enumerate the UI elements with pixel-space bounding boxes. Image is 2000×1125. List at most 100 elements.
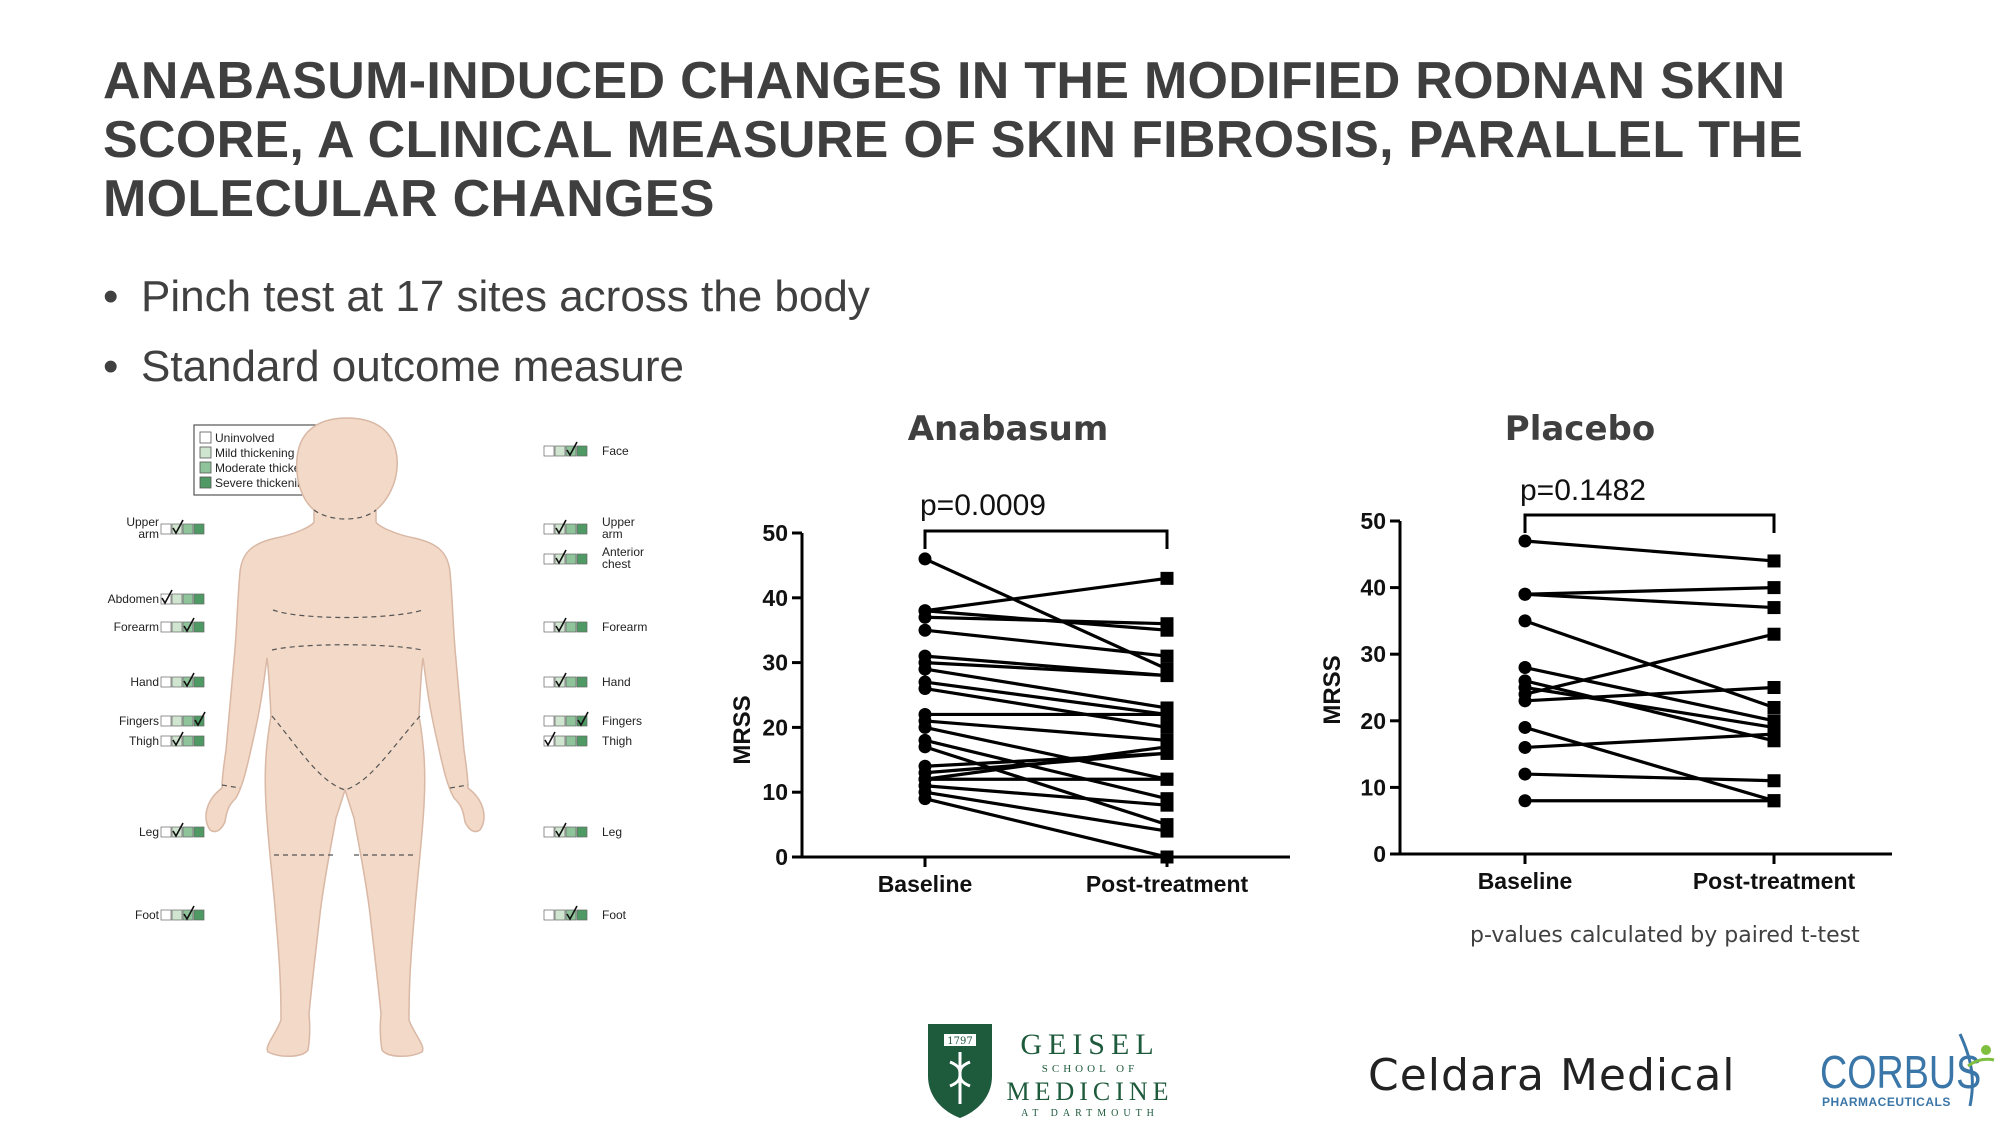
pair-line: [924, 628, 1168, 658]
significance-bracket: [1523, 513, 1776, 533]
site-label: Hand: [130, 675, 159, 689]
check-icon: [555, 617, 567, 633]
pair-line: [1524, 685, 1775, 703]
score-box: [565, 676, 577, 688]
y-tick-label: 50: [1360, 508, 1386, 534]
p-value-annotation: p=0.1482: [1520, 474, 1646, 507]
check-icon: [183, 617, 195, 633]
pair-line: [1524, 632, 1775, 696]
score-box: [554, 621, 566, 633]
score-box: [160, 523, 172, 535]
score-box: [543, 676, 555, 688]
site-score-right: Forearm: [543, 617, 647, 634]
caduceus-icon: [949, 1052, 971, 1104]
baseline-point: [1518, 661, 1532, 675]
y-tick-label: 20: [1360, 708, 1386, 734]
check-icon: [566, 905, 578, 921]
site-score-right: Face: [543, 441, 629, 458]
score-box: [171, 676, 183, 688]
score-box: [193, 735, 205, 747]
post-treatment-point: [1767, 774, 1781, 788]
score-box: [160, 826, 172, 838]
baseline-point: [918, 792, 932, 806]
score-box: [543, 826, 555, 838]
check-icon: [172, 731, 184, 747]
y-tick-label: 30: [1360, 641, 1386, 667]
subject-pair: [1518, 794, 1781, 808]
post-treatment-point: [1767, 700, 1781, 714]
score-box: [565, 715, 577, 727]
subject-pair: [1518, 681, 1781, 708]
site-score-right: Leg: [543, 822, 622, 839]
post-treatment-point: [1160, 617, 1174, 631]
pair-line: [924, 725, 1168, 781]
celdara-logo: Celdara Medical: [1368, 1050, 1736, 1101]
anabasum-chart: Anabasum p=0.0009 MRSS 0 10 20 30 40 50 Baseli…: [729, 409, 1290, 897]
score-box: [554, 553, 566, 565]
score-box: [543, 553, 555, 565]
check-icon: [194, 711, 206, 727]
x-tick-label: Baseline: [878, 871, 973, 897]
score-box: [565, 735, 577, 747]
pair-line: [924, 790, 1168, 833]
shield-banner: [944, 1034, 976, 1046]
check-icon: [172, 822, 184, 838]
baseline-point: [1518, 740, 1532, 754]
site-score-left: Hand: [130, 672, 205, 689]
post-treatment-point: [1767, 794, 1781, 808]
y-tick-label: 20: [762, 714, 788, 740]
site-label: Forearm: [602, 620, 647, 634]
pair-line: [1524, 685, 1775, 730]
p-value-annotation: p=0.0009: [920, 489, 1046, 522]
score-box: [160, 621, 172, 633]
site-label: Leg: [602, 825, 622, 839]
body-figure: [205, 417, 485, 1057]
y-tick-label: 50: [762, 520, 788, 546]
score-box: [193, 523, 205, 535]
pair-line: [924, 680, 1168, 717]
score-box: [171, 593, 183, 605]
score-box: [182, 621, 194, 633]
hip-line: [271, 715, 421, 791]
baseline-point: [1518, 587, 1532, 601]
baseline-point: [918, 682, 932, 696]
baseline-point: [1518, 694, 1532, 708]
y-tick-label: 10: [1360, 774, 1386, 800]
score-box: [182, 715, 194, 727]
pair-line: [924, 615, 1168, 626]
chart-title: Anabasum: [908, 409, 1109, 449]
post-treatment-point: [1160, 740, 1174, 754]
score-box: [543, 909, 555, 921]
score-box: [160, 676, 172, 688]
check-icon: [172, 519, 184, 535]
pair-line: [1524, 679, 1775, 743]
corbus-sub: PHARMACEUTICALS: [1822, 1095, 1951, 1109]
subject-pair: [1518, 767, 1781, 788]
bullet-text: Standard outcome measure: [141, 342, 684, 391]
site-score-right: Fingers: [543, 711, 642, 728]
pair-line: [924, 738, 1168, 801]
score-box: [576, 553, 588, 565]
score-box: [554, 523, 566, 535]
score-box: [182, 676, 194, 688]
subject-pair: [918, 707, 1174, 721]
y-tick-label: 0: [1373, 841, 1386, 867]
chest-line: [272, 609, 424, 619]
site-score-left: Thigh: [129, 731, 205, 748]
pair-line: [924, 745, 1168, 827]
score-box: [543, 523, 555, 535]
pair-line: [924, 745, 1168, 781]
pair-line: [1524, 732, 1775, 750]
legend-label: Uninvolved: [215, 431, 274, 445]
logo-year: 1797: [947, 1036, 972, 1047]
logo-line-1: GEISEL: [1020, 1028, 1159, 1061]
post-treatment-point: [1160, 720, 1174, 734]
score-box: [576, 676, 588, 688]
check-icon: [577, 711, 589, 727]
site-score-left: Forearm: [114, 617, 205, 634]
